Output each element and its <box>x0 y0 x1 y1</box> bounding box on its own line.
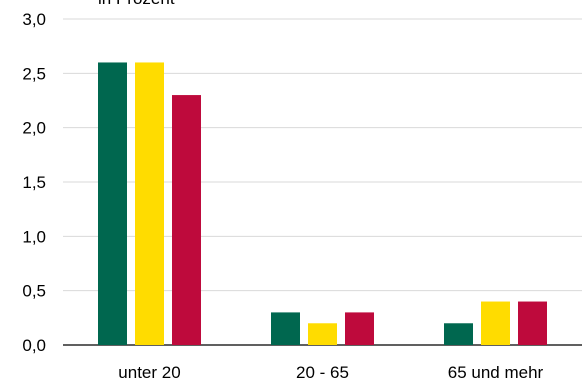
y-axis: 0,0 0,5 1,0 1,5 2,0 2,5 3,0 <box>22 10 46 355</box>
bar <box>444 323 473 345</box>
x-tick-label: unter 20 <box>118 363 180 380</box>
x-tick-label: 20 - 65 <box>296 363 349 380</box>
bar <box>172 95 201 345</box>
bar <box>481 301 510 345</box>
y-tick-label: 2,0 <box>22 119 46 138</box>
bar <box>135 62 164 345</box>
bars <box>98 62 547 345</box>
y-unit-label: in Prozent <box>98 0 175 8</box>
y-tick-label: 1,0 <box>22 227 46 246</box>
x-axis: unter 20 20 - 65 65 und mehr <box>118 363 543 380</box>
y-tick-label: 0,5 <box>22 282 46 301</box>
x-tick-label: 65 und mehr <box>448 363 544 380</box>
y-tick-label: 1,5 <box>22 173 46 192</box>
bar <box>271 312 300 345</box>
y-tick-label: 0,0 <box>22 336 46 355</box>
bar <box>345 312 374 345</box>
bar <box>98 62 127 345</box>
bar <box>518 301 547 345</box>
y-tick-label: 2,5 <box>22 64 46 83</box>
bar <box>308 323 337 345</box>
y-tick-label: 3,0 <box>22 10 46 29</box>
